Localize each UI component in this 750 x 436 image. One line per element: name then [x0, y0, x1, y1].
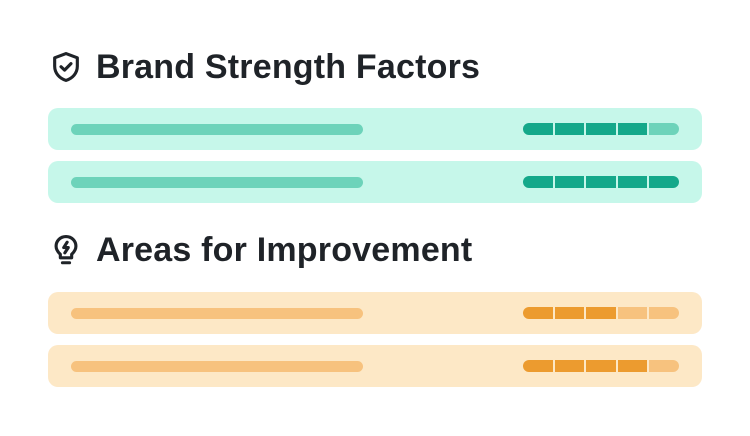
rating-segment-filled: [523, 360, 553, 372]
rating-segment-empty: [617, 307, 648, 319]
list-item: [48, 292, 702, 334]
rating-segment-filled: [649, 176, 679, 188]
rating-segment-empty: [649, 123, 679, 135]
rating-segment-filled: [554, 123, 585, 135]
rating-meter: [523, 176, 679, 188]
shield-check-icon: [48, 49, 84, 85]
list-item: [48, 161, 702, 203]
rating-meter: [523, 307, 679, 319]
rating-segment-filled: [617, 176, 648, 188]
lightbulb-icon: [48, 232, 84, 268]
rating-segment-filled: [586, 307, 616, 319]
rating-segment-filled: [523, 123, 553, 135]
rating-segment-filled: [586, 360, 616, 372]
section-title-label: Brand Strength Factors: [96, 47, 481, 86]
rating-segment-filled: [554, 360, 585, 372]
rating-segment-empty: [649, 360, 679, 372]
text-placeholder-bar: [71, 177, 363, 188]
rating-segment-filled: [586, 176, 616, 188]
rating-segment-filled: [617, 123, 648, 135]
section-title-label: Areas for Improvement: [96, 230, 473, 269]
text-placeholder-bar: [71, 361, 363, 372]
rating-segment-filled: [554, 176, 585, 188]
list-item: [48, 108, 702, 150]
rating-segment-filled: [523, 176, 553, 188]
rating-segment-filled: [554, 307, 585, 319]
rating-segment-filled: [586, 123, 616, 135]
rating-segment-empty: [649, 307, 679, 319]
section-title-strength: Brand Strength Factors: [48, 47, 480, 87]
section-title-improvement: Areas for Improvement: [48, 230, 472, 270]
rating-segment-filled: [523, 307, 553, 319]
text-placeholder-bar: [71, 124, 363, 135]
text-placeholder-bar: [71, 308, 363, 319]
rating-segment-filled: [617, 360, 648, 372]
rating-meter: [523, 360, 679, 372]
list-item: [48, 345, 702, 387]
rating-meter: [523, 123, 679, 135]
